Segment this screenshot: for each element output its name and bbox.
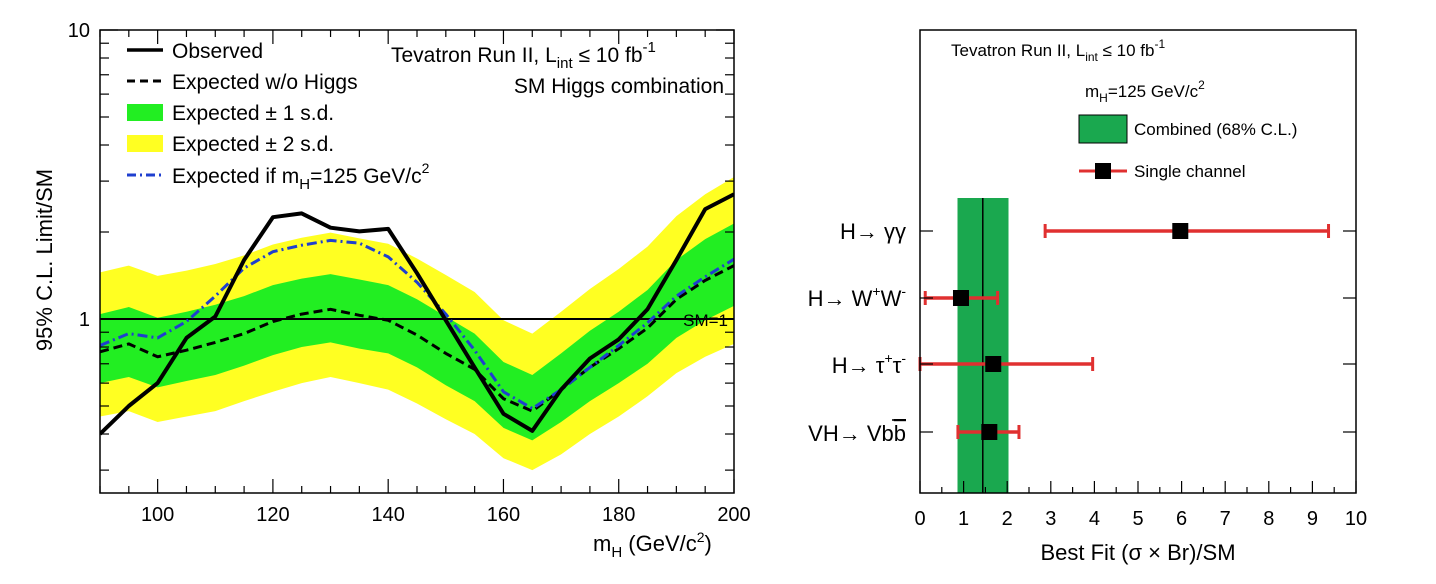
channel-label-tautau: H→ τ+τ-	[832, 350, 907, 378]
legend-single-label: Single channel	[1134, 162, 1246, 181]
limit-y-tick-label: 10	[68, 20, 90, 42]
legend-expected125-label: Expected if mH=125 GeV/c2	[172, 160, 430, 193]
channel-label-vbb: VH→ Vbb	[808, 421, 906, 446]
limit-x-axis-title: mH (GeV/c2)	[593, 529, 712, 561]
band-1sd	[100, 223, 734, 441]
legend-band1-label: Expected ± 1 s.d.	[172, 102, 334, 125]
bestfit-x-tick-label: 0	[914, 508, 925, 530]
legend-combined-label: Combined (68% C.L.)	[1134, 120, 1297, 139]
bestfit-axes: 0 1 2 3 4 5 6 7 8 9 10	[914, 230, 1367, 530]
channel-marker	[981, 424, 998, 440]
series-line-expected125	[100, 238, 734, 410]
channel-marker	[1172, 223, 1189, 239]
limit-x-tick-label: 200	[717, 504, 750, 526]
limit-legend: Observed Expected w/o Higgs Expected ± 1…	[127, 40, 430, 193]
channel-label-gamma: H→ γγ	[840, 219, 906, 244]
bestfit-x-tick-label: 6	[1176, 508, 1187, 530]
bestfit-x-tick-label: 10	[1345, 508, 1367, 530]
series-line-observed	[100, 192, 734, 436]
bestfit-annotation-mass: mH=125 GeV/c2	[1085, 78, 1205, 105]
bestfit-x-axis-title: Best Fit (σ × Br)/SM	[1040, 540, 1235, 565]
bestfit-x-tick-label: 1	[958, 508, 969, 530]
limit-plot-area	[100, 177, 734, 471]
limit-x-tick-label: 120	[256, 504, 289, 526]
legend-observed-label: Observed	[172, 40, 263, 63]
bestfit-x-tick-label: 8	[1263, 508, 1274, 530]
legend-band2-label: Expected ± 2 s.d.	[172, 133, 334, 156]
legend-combined-swatch	[1078, 114, 1128, 144]
limit-annotation-run: Tevatron Run II, Lint ≤ 10 fb-1	[391, 39, 656, 72]
limit-x-tick-label: 140	[371, 504, 404, 526]
series-line-expected	[100, 264, 734, 413]
limit-x-tick-label: 180	[602, 504, 635, 526]
legend-single-swatch-marker	[1095, 163, 1111, 179]
bestfit-legend: Combined (68% C.L.) Single channel	[1078, 114, 1297, 181]
bestfit-plot-area	[918, 198, 1331, 493]
bestfit-x-tick-label: 2	[1002, 508, 1013, 530]
channel-label-ww: H→ W+W-	[808, 283, 907, 311]
bestfit-annotation-run: Tevatron Run II, Lint ≤ 10 fb-1	[951, 37, 1165, 64]
bestfit-x-tick-label: 4	[1089, 508, 1100, 530]
legend-band1-swatch	[127, 104, 163, 121]
legend-expected-label: Expected w/o Higgs	[172, 71, 358, 94]
bestfit-x-tick-label: 3	[1045, 508, 1056, 530]
sm-reference-label: SM=1	[683, 311, 728, 330]
limit-axes: 100 120 140 160 180 200 1 10	[68, 20, 751, 526]
limit-y-axis-title: 95% C.L. Limit/SM	[32, 169, 57, 351]
bestfit-x-tick-label: 5	[1132, 508, 1143, 530]
limit-annotation-combination: SM Higgs combination	[514, 75, 724, 98]
limit-y-tick-label: 1	[79, 309, 90, 331]
channel-marker	[985, 356, 1002, 372]
limit-x-tick-label: 160	[487, 504, 520, 526]
legend-band2-swatch	[127, 135, 163, 152]
bestfit-x-tick-label: 9	[1307, 508, 1318, 530]
bestfit-x-tick-label: 7	[1220, 508, 1231, 530]
bestfit-chart: 0 1 2 3 4 5 6 7 8 9 10 Best Fit (σ × Br)/SM Tevatr…	[808, 29, 1367, 565]
limit-x-tick-label: 100	[141, 504, 174, 526]
channel-marker	[952, 290, 969, 306]
